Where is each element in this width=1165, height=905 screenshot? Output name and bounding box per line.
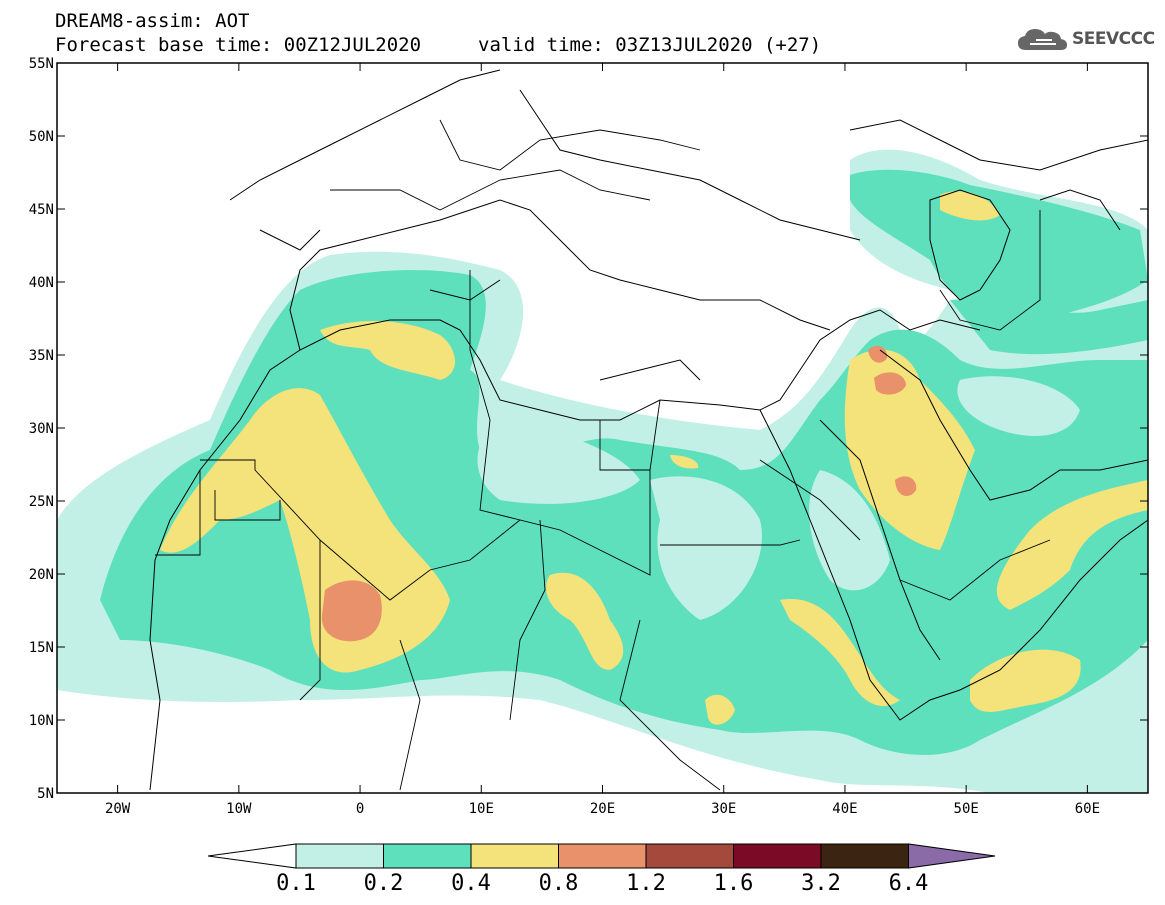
coastlines (149, 69, 1148, 791)
lat-tick-label: 40N (29, 275, 54, 291)
colorbar-cell (820, 843, 909, 869)
lat-tick-label: 30N (29, 421, 54, 437)
lon-tick-label: 50E (954, 801, 979, 817)
lon-tick-label: 10W (226, 801, 252, 817)
lat-tick-label: 55N (29, 56, 54, 72)
colorbar-cell (558, 843, 647, 869)
chart-title: DREAM8-assim: AOT (55, 10, 250, 32)
lat-tick-label: 35N (29, 348, 54, 364)
lat-tick-label: 25N (29, 494, 54, 510)
country-borders (155, 119, 1051, 791)
lon-tick-label: 10E (469, 801, 494, 817)
aot-level-0.4 (160, 191, 1148, 725)
colorbar-label: 3.2 (801, 871, 841, 896)
lat-tick-label: 5N (37, 786, 54, 802)
lon-tick-label: 40E (832, 801, 857, 817)
colorbar-cell (645, 843, 734, 869)
aot-level-0.1-inner (477, 376, 1080, 620)
colorbar-label: 0.2 (364, 871, 404, 896)
seevccc-logo: SEEVCCC (1016, 26, 1155, 52)
latitude-ticks: 55N 50N 45N 40N 35N 30N 25N 20N 15N 10N 5N (29, 56, 1148, 802)
colorbar-label: 0.8 (539, 871, 579, 896)
colorbar-label: 0.1 (276, 871, 316, 896)
lat-tick-label: 20N (29, 567, 54, 583)
longitude-ticks: 20W 10W 0 10E 20E 30E 40E 50E 60E (105, 63, 1100, 817)
aot-field (57, 149, 1148, 793)
cloud-icon (1018, 29, 1067, 50)
lon-tick-label: 0 (356, 801, 364, 817)
lon-tick-label: 20E (590, 801, 615, 817)
lon-tick-label: 30E (711, 801, 736, 817)
colorbar-label: 1.6 (714, 871, 754, 896)
colorbar-cell (733, 843, 822, 869)
lat-tick-label: 15N (29, 640, 54, 656)
aot-level-0.8 (321, 345, 917, 642)
colorbar-label: 1.2 (626, 871, 666, 896)
colorbar-label: 6.4 (889, 871, 929, 896)
forecast-base-time: Forecast base time: 00Z12JUL2020 (55, 34, 422, 56)
lat-tick-label: 50N (29, 129, 54, 145)
lon-tick-label: 20W (105, 801, 131, 817)
colorbar: 0.1 0.2 0.4 0.8 1.2 1.6 3.2 6.4 (207, 843, 996, 896)
colorbar-label: 0.4 (451, 871, 491, 896)
colorbar-low-arrow (207, 843, 297, 869)
colorbar-cell (470, 843, 559, 869)
colorbar-cell (295, 843, 384, 869)
valid-time: valid time: 03Z13JUL2020 (+27) (478, 34, 822, 56)
colorbar-cell (383, 843, 472, 869)
lat-tick-label: 45N (29, 202, 54, 218)
lon-tick-label: 60E (1075, 801, 1100, 817)
colorbar-high-arrow (908, 843, 996, 869)
logo-text: SEEVCCC (1072, 29, 1155, 49)
lat-tick-label: 10N (29, 713, 54, 729)
